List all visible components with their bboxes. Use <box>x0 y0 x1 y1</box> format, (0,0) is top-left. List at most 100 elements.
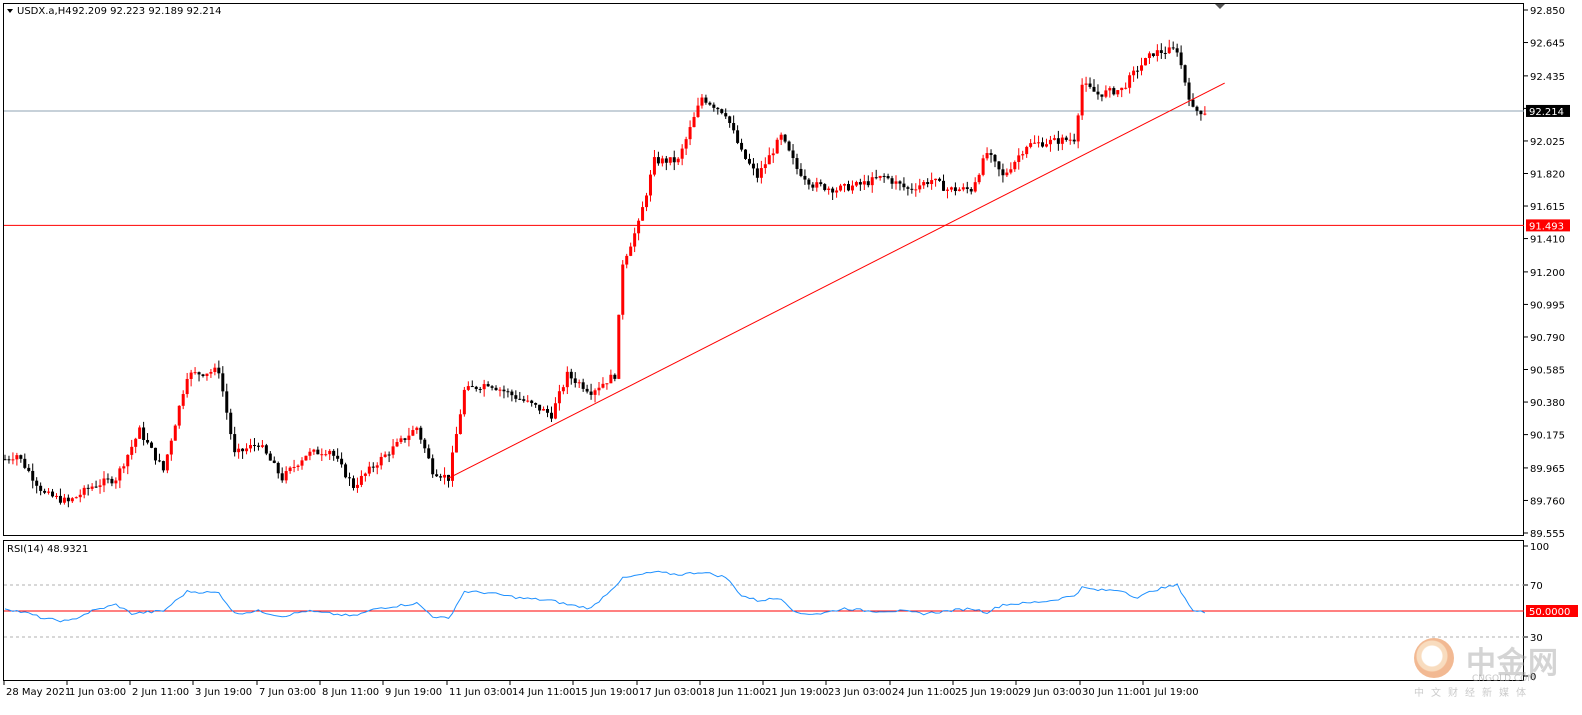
candle-body <box>886 176 890 179</box>
candle-body <box>831 188 835 193</box>
candle-body <box>106 478 110 480</box>
candle-body <box>142 427 146 440</box>
price-tick-label: 89.965 <box>1530 464 1565 475</box>
candle-body <box>862 181 866 185</box>
support-price-tag <box>1526 219 1570 232</box>
candle-body <box>724 113 728 117</box>
candle-body <box>506 391 510 393</box>
candle-body <box>688 127 692 140</box>
candle-body <box>177 405 181 426</box>
time-tick-label: 29 Jun 03:00 <box>1018 687 1082 698</box>
candle-body <box>490 386 494 388</box>
candle-body <box>981 158 985 175</box>
time-tick-label: 1 Jun 03:00 <box>69 687 126 698</box>
candle-body <box>359 475 363 485</box>
candle-body <box>676 158 680 163</box>
candle-body <box>23 458 27 468</box>
candle-body <box>803 175 807 180</box>
candle-body <box>138 427 142 439</box>
candle-body <box>161 461 165 471</box>
time-tick-label: 15 Jun 19:00 <box>575 687 639 698</box>
candle-body <box>779 134 783 140</box>
candle-body <box>510 391 514 396</box>
candle-body <box>744 149 748 159</box>
candle-body <box>1029 143 1033 147</box>
trendline[interactable] <box>448 82 1225 479</box>
candle-body <box>431 458 435 475</box>
candle-body <box>252 445 256 447</box>
candle-body <box>494 387 498 391</box>
candle-body <box>740 142 744 150</box>
candle-body <box>720 109 724 114</box>
candle-body <box>902 183 906 188</box>
candle-body <box>205 373 209 376</box>
candle-body <box>1060 137 1064 144</box>
candle-body <box>1001 169 1005 176</box>
candle-body <box>1037 142 1041 144</box>
candle-body <box>1009 169 1013 173</box>
candle-body <box>815 182 819 188</box>
candle-body <box>94 486 98 488</box>
candle-body <box>1124 87 1128 89</box>
candle-body <box>597 387 601 391</box>
candle-body <box>130 446 134 455</box>
candle-body <box>672 157 676 163</box>
time-tick-label: 3 Jun 19:00 <box>195 687 252 698</box>
time-tick-label: 30 Jun 11:00 <box>1082 687 1146 698</box>
candle-body <box>312 449 316 452</box>
candle-body <box>344 464 348 478</box>
candle-body <box>328 450 332 455</box>
candle-body <box>732 123 736 131</box>
price-tick-label: 90.790 <box>1530 333 1565 344</box>
rsi-tick-label: 0 <box>1530 672 1536 683</box>
candle-body <box>890 178 894 184</box>
candle-body <box>66 497 70 502</box>
candle-body <box>775 139 779 154</box>
candle-body <box>605 383 609 385</box>
candle-body <box>645 195 649 208</box>
price-tick-label: 92.645 <box>1530 39 1565 50</box>
candle-body <box>629 246 633 256</box>
time-tick-label: 9 Jun 19:00 <box>385 687 442 698</box>
candle-body <box>906 187 910 189</box>
time-tick-label: 25 Jun 19:00 <box>955 687 1019 698</box>
candle-body <box>1203 113 1207 115</box>
candle-body <box>866 181 870 186</box>
candle-body <box>557 391 561 404</box>
candle-body <box>443 474 447 478</box>
triangle-down-icon[interactable] <box>7 9 13 13</box>
candle-body <box>926 182 930 185</box>
candle-body <box>1151 53 1155 56</box>
chart-shift-marker-icon[interactable] <box>1215 4 1225 9</box>
candle-body <box>997 161 1001 170</box>
candle-body <box>1140 65 1144 71</box>
candle-body <box>870 177 874 186</box>
rsi-tick-label: 100 <box>1530 542 1549 553</box>
candle-body <box>19 455 23 459</box>
candle-body <box>126 454 130 467</box>
candle-body <box>593 390 597 395</box>
candle-body <box>696 105 700 117</box>
cngold-logo-icon <box>1414 638 1454 678</box>
candle-body <box>894 181 898 184</box>
time-tick-label: 23 Jun 03:00 <box>828 687 892 698</box>
candle-body <box>423 439 427 449</box>
candle-body <box>110 478 114 484</box>
candle-body <box>945 189 949 191</box>
candle-body <box>332 450 336 456</box>
rsi-tick-label: 50.0000 <box>1529 607 1570 618</box>
candle-body <box>549 412 553 419</box>
candle-body <box>589 391 593 395</box>
candle-body <box>35 480 39 486</box>
price-tick-label: 92.850 <box>1530 6 1565 17</box>
candle-body <box>308 451 312 456</box>
candle-body <box>90 486 94 489</box>
price-tick-label: 90.995 <box>1530 300 1565 311</box>
candle-body <box>201 374 205 376</box>
candle-body <box>280 473 284 481</box>
candle-body <box>387 454 391 456</box>
candle-body <box>1056 138 1060 144</box>
candle-body <box>1175 48 1179 53</box>
candle-body <box>193 372 197 374</box>
candle-body <box>712 104 716 108</box>
